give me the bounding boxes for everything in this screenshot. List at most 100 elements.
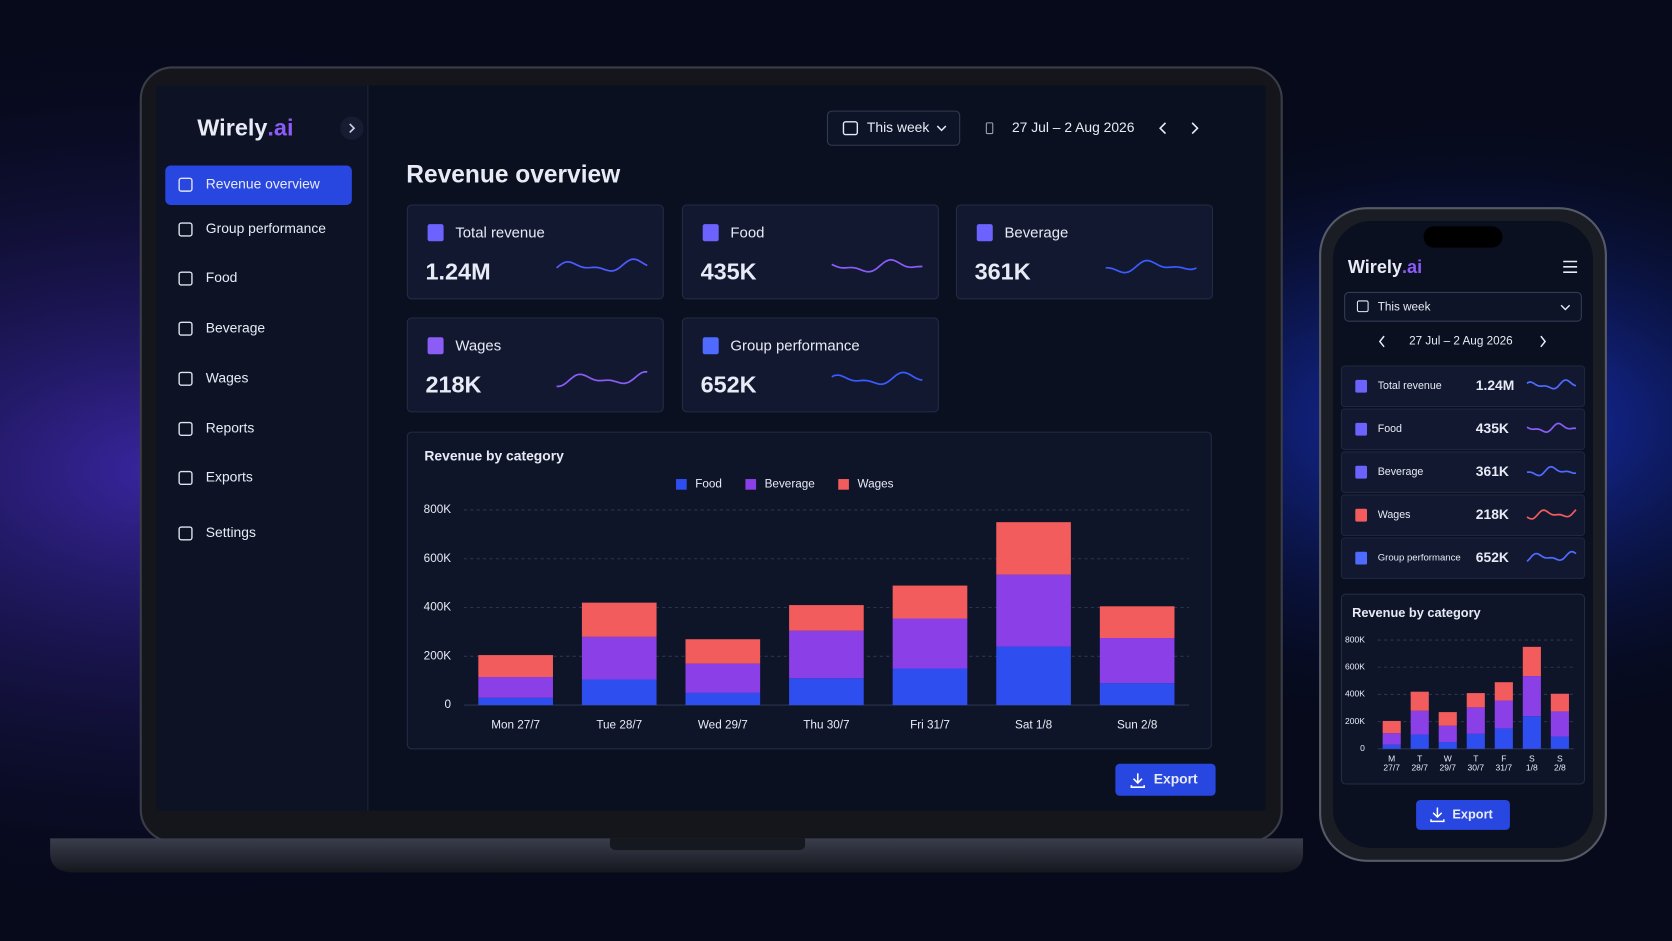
y-tick-label: 200K	[424, 649, 452, 662]
bar-segment	[581, 636, 657, 680]
kpi-card	[955, 204, 1213, 300]
phone-kpi-value: 1.24M	[1476, 377, 1515, 393]
download-icon	[1130, 773, 1145, 788]
legend-label: Beverage	[765, 477, 815, 490]
x-tick-label: W	[1444, 754, 1453, 764]
legend-label: Food	[695, 477, 722, 490]
brand-name: Wirely	[197, 114, 267, 140]
y-tick-label: 800K	[1345, 634, 1365, 644]
phone-export-button[interactable]	[1416, 799, 1510, 830]
nav-icon	[178, 177, 193, 192]
legend-swatch	[838, 479, 849, 490]
kpi-icon	[702, 224, 719, 242]
nav-icon	[178, 421, 193, 437]
nav-item[interactable]: Reports	[206, 420, 255, 436]
nav-item[interactable]: Wages	[206, 369, 249, 385]
x-tick-label: Sun 2/8	[1117, 718, 1158, 731]
menu-button[interactable]	[1563, 260, 1578, 273]
bar-segment	[581, 679, 657, 706]
bar-segment	[1494, 728, 1513, 749]
date-range: 27 Jul – 2 Aug 2026	[1012, 119, 1135, 135]
nav-item-active[interactable]	[165, 165, 352, 205]
kpi-icon	[1355, 465, 1368, 479]
bar-segment	[685, 639, 761, 664]
x-tick-label: S	[1529, 754, 1535, 764]
legend-swatch	[676, 479, 687, 490]
nav-icon	[178, 271, 193, 286]
sparkline	[1526, 550, 1577, 563]
phone-kpi-row	[1340, 537, 1586, 579]
phone-kpi-row	[1340, 408, 1586, 451]
phone-kpi-label: Group performance	[1378, 553, 1461, 564]
phone-export-label: Export	[1452, 806, 1493, 821]
phone-period-select[interactable]	[1344, 291, 1582, 322]
kpi-label: Wages	[455, 338, 501, 355]
x-tick-label: Tue 28/7	[596, 718, 642, 731]
kpi-value: 361K	[975, 258, 1031, 284]
kpi-value: 1.24M	[425, 258, 490, 284]
period-select[interactable]	[826, 110, 961, 146]
period-label: This week	[867, 119, 929, 135]
bar-segment	[1382, 720, 1401, 734]
x-tick-label: 2/8	[1554, 762, 1566, 772]
x-tick-label: T	[1417, 754, 1422, 764]
bar-segment	[1466, 733, 1485, 749]
nav-icon	[178, 371, 193, 386]
brand-suffix: .ai	[267, 114, 293, 140]
phone-kpi-label: Beverage	[1378, 466, 1424, 478]
nav-icon	[178, 222, 193, 237]
x-tick-label: Mon 27/7	[491, 718, 540, 731]
nav-item[interactable]: Exports	[206, 469, 253, 485]
nav-item[interactable]: Food	[206, 269, 238, 285]
bar-segment	[892, 668, 968, 706]
bar-segment	[685, 663, 761, 693]
x-tick-label: Sat 1/8	[1015, 718, 1053, 731]
legend-swatch	[745, 479, 757, 490]
laptop-base	[50, 838, 1304, 873]
next-button[interactable]	[1540, 335, 1547, 348]
prev-button[interactable]	[1378, 335, 1385, 348]
bar-segment	[1382, 744, 1401, 749]
brand-suffix: .ai	[1402, 257, 1422, 277]
next-button[interactable]	[1191, 122, 1199, 135]
bar-segment	[685, 692, 761, 706]
page-title: Revenue overview	[406, 162, 621, 189]
y-tick-label: 400K	[1345, 689, 1365, 699]
bar-segment	[1522, 646, 1541, 677]
bar-segment	[478, 677, 553, 698]
chevron-icon	[349, 123, 356, 134]
bar-segment	[1466, 693, 1485, 708]
bar-segment	[478, 655, 553, 678]
nav-item[interactable]: Settings	[206, 524, 256, 540]
x-tick-label: 28/7	[1411, 762, 1428, 772]
prev-button[interactable]	[1159, 122, 1167, 135]
bar-segment	[1494, 700, 1513, 729]
phone-kpi-label: Wages	[1378, 509, 1411, 521]
bar-segment	[1550, 736, 1569, 749]
x-tick-label: F	[1501, 754, 1506, 764]
y-tick-label: 0	[1360, 743, 1365, 753]
bar-segment	[1438, 712, 1457, 726]
nav-item[interactable]: Group performance	[206, 220, 326, 236]
kpi-icon	[1355, 422, 1368, 436]
sparkline	[1526, 509, 1577, 520]
collapse-button[interactable]	[340, 116, 364, 140]
y-tick-label: 600K	[424, 552, 452, 565]
x-tick-label: Thu 30/7	[803, 718, 849, 731]
nav-item[interactable]: Revenue overview	[206, 175, 321, 191]
kpi-value: 435K	[701, 258, 757, 284]
nav-icon	[178, 470, 193, 486]
phone-kpi-label: Total revenue	[1378, 380, 1442, 392]
nav-item[interactable]: Beverage	[206, 319, 266, 335]
kpi-card	[681, 317, 939, 413]
bar-segment	[478, 697, 553, 706]
kpi-value: 652K	[701, 371, 757, 397]
kpi-icon	[1355, 379, 1368, 393]
kpi-icon	[976, 224, 993, 242]
sparkline	[831, 258, 923, 273]
kpi-label: Food	[730, 225, 764, 242]
bar-segment	[892, 585, 968, 619]
bar-segment	[789, 678, 864, 706]
